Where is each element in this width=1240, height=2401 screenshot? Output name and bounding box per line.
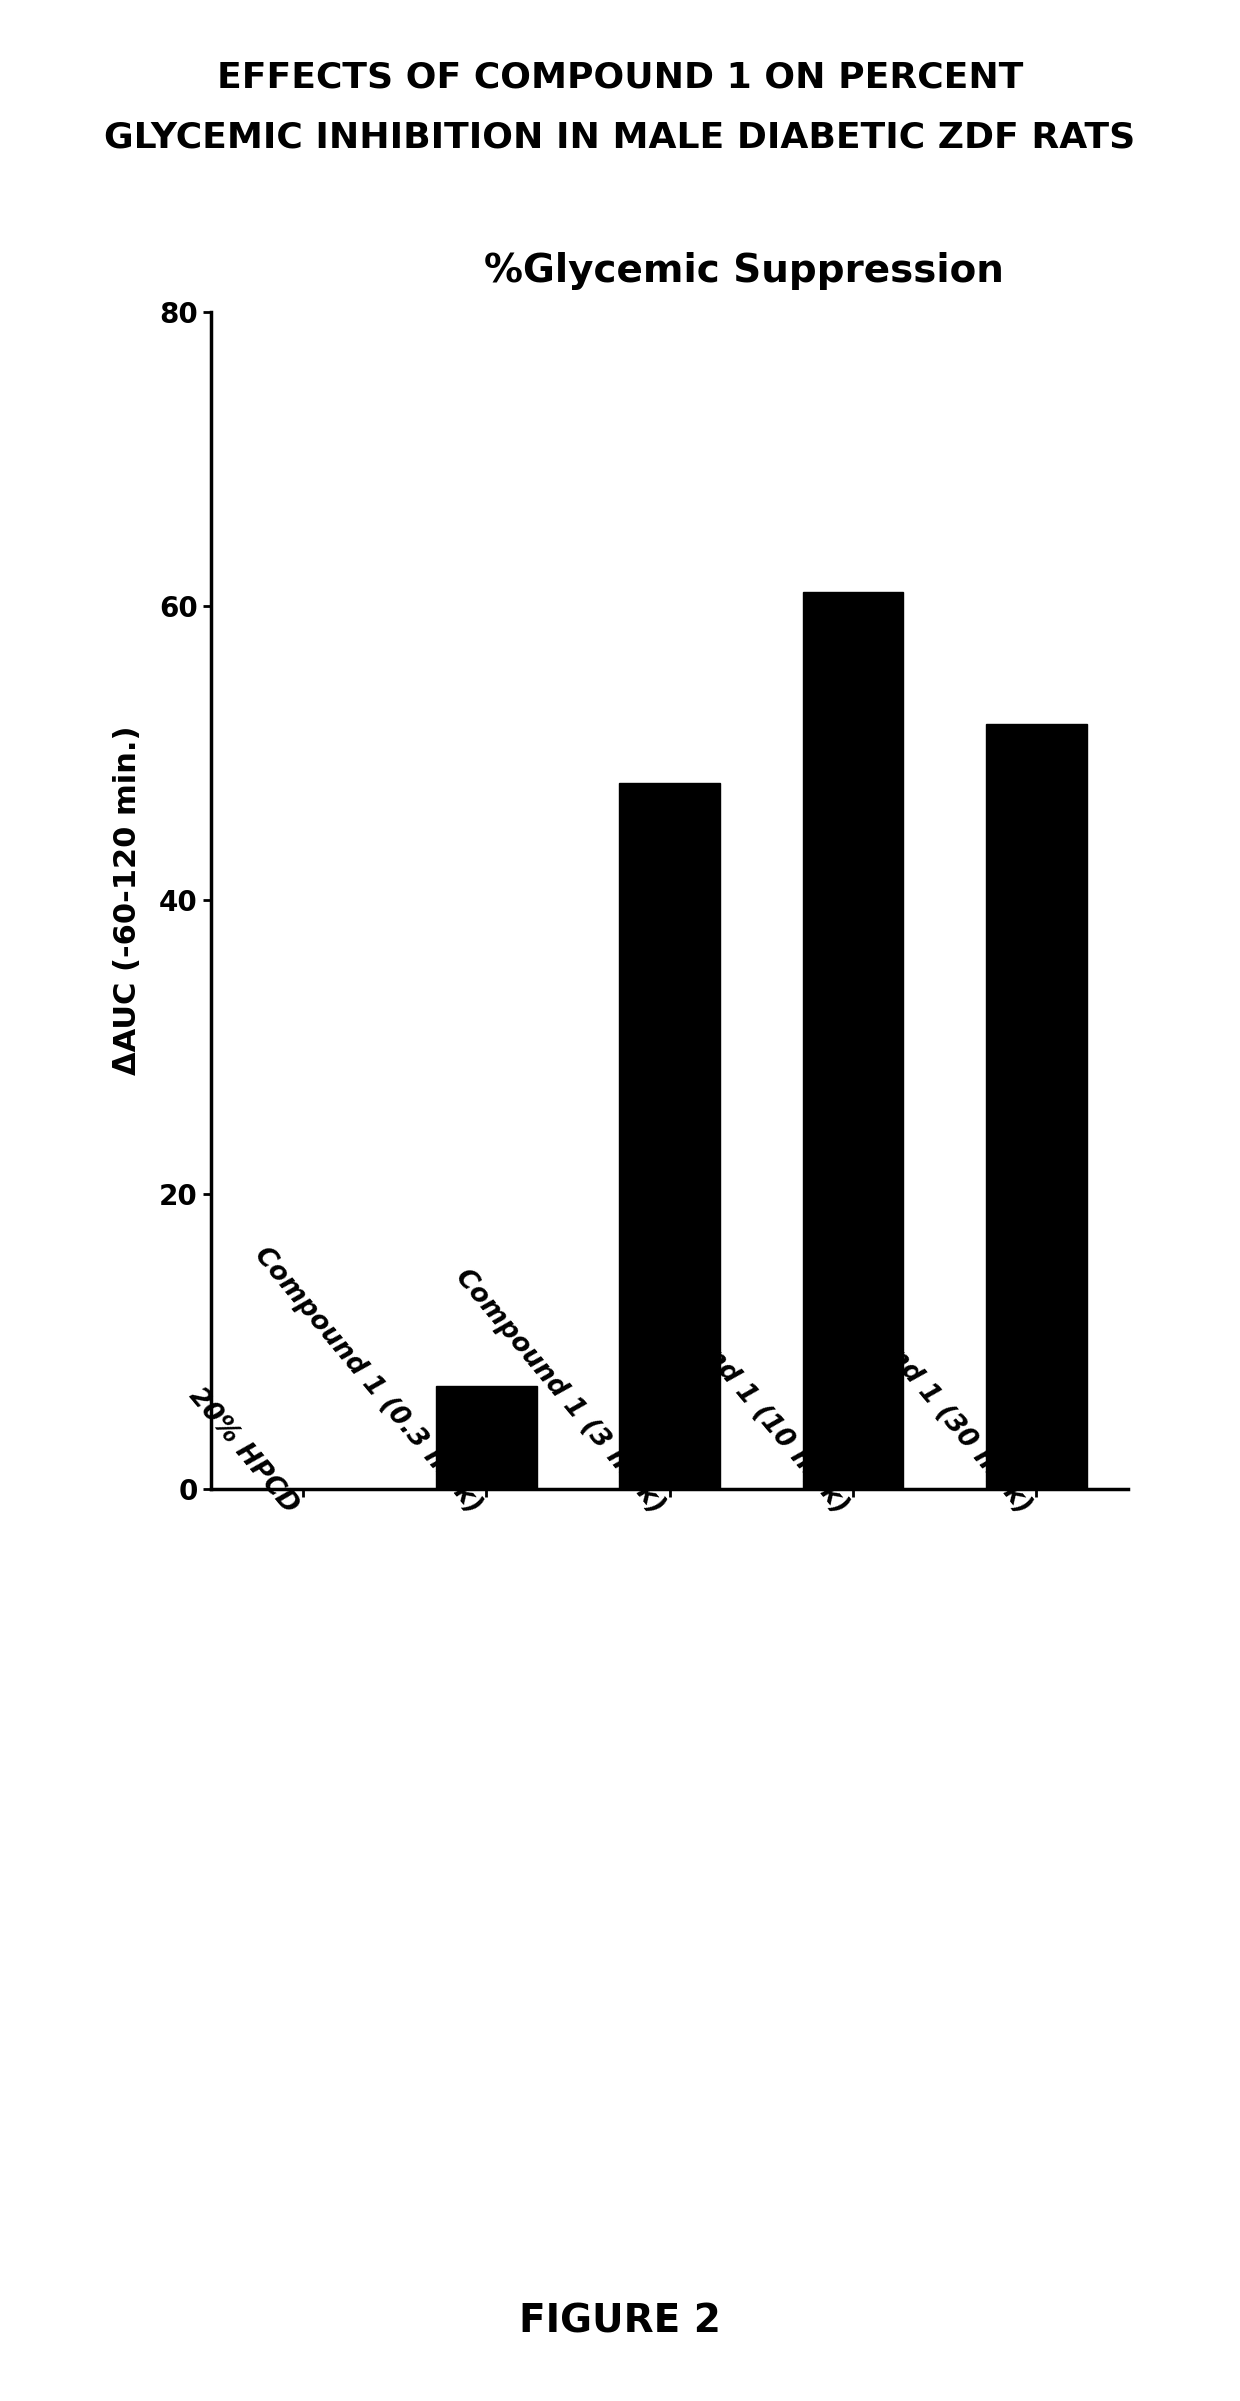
Bar bbox=[986, 725, 1086, 1489]
Text: FIGURE 2: FIGURE 2 bbox=[520, 2303, 720, 2341]
Bar bbox=[619, 783, 720, 1489]
Text: EFFECTS OF COMPOUND 1 ON PERCENT: EFFECTS OF COMPOUND 1 ON PERCENT bbox=[217, 60, 1023, 94]
Text: GLYCEMIC INHIBITION IN MALE DIABETIC ZDF RATS: GLYCEMIC INHIBITION IN MALE DIABETIC ZDF… bbox=[104, 120, 1136, 154]
Bar bbox=[435, 1385, 537, 1489]
Bar bbox=[802, 591, 904, 1489]
Text: %Glycemic Suppression: %Glycemic Suppression bbox=[484, 252, 1004, 291]
Y-axis label: ΔAUC (-60-120 min.): ΔAUC (-60-120 min.) bbox=[113, 725, 143, 1076]
